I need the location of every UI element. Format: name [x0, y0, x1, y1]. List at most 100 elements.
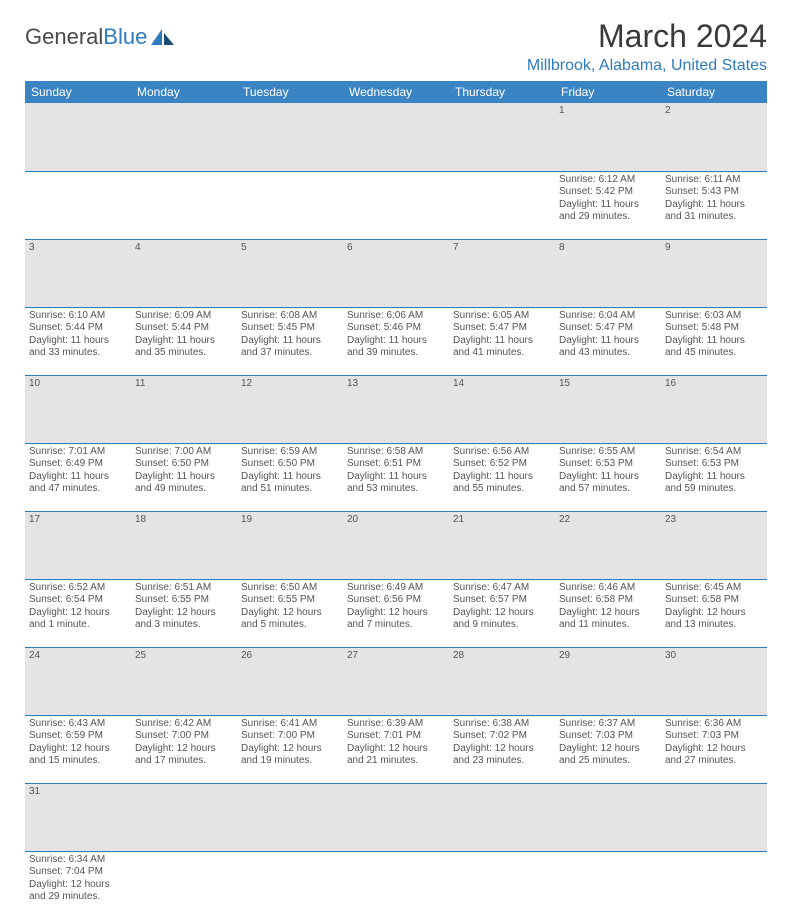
day-cell: Sunrise: 6:36 AMSunset: 7:03 PMDaylight:…: [661, 715, 767, 783]
cell-line: Sunset: 5:47 PM: [453, 322, 551, 335]
day-cell: [25, 171, 131, 239]
logo-text-b: Blue: [103, 24, 147, 50]
cell-line: Sunrise: 6:54 AM: [665, 446, 763, 459]
cell-line: Sunset: 6:53 PM: [559, 458, 657, 471]
day-cell: Sunrise: 6:55 AMSunset: 6:53 PMDaylight:…: [555, 443, 661, 511]
cell-line: Sunset: 6:59 PM: [29, 730, 127, 743]
logo: GeneralBlue: [25, 18, 176, 50]
cell-line: Daylight: 12 hours: [347, 743, 445, 756]
day-number: [25, 103, 131, 171]
cell-line: Daylight: 11 hours: [135, 335, 233, 348]
day-number: [555, 783, 661, 851]
day-number: [449, 783, 555, 851]
day-cell: Sunrise: 6:45 AMSunset: 6:58 PMDaylight:…: [661, 579, 767, 647]
cell-line: Sunset: 5:48 PM: [665, 322, 763, 335]
day-cell: Sunrise: 6:09 AMSunset: 5:44 PMDaylight:…: [131, 307, 237, 375]
cell-line: Daylight: 12 hours: [559, 607, 657, 620]
day-number: [343, 103, 449, 171]
cell-line: Sunset: 6:50 PM: [241, 458, 339, 471]
day-header: Wednesday: [343, 81, 449, 103]
cell-line: and 21 minutes.: [347, 755, 445, 768]
daynum-row: 3456789: [25, 239, 767, 307]
cell-line: Sunset: 5:46 PM: [347, 322, 445, 335]
day-cell: [343, 171, 449, 239]
cell-line: Sunset: 5:44 PM: [135, 322, 233, 335]
page-title: March 2024: [527, 18, 767, 55]
day-cell: Sunrise: 6:50 AMSunset: 6:55 PMDaylight:…: [237, 579, 343, 647]
cell-line: and 51 minutes.: [241, 483, 339, 496]
day-number: 6: [343, 239, 449, 307]
day-number: 5: [237, 239, 343, 307]
cell-line: Daylight: 11 hours: [453, 335, 551, 348]
cell-line: and 13 minutes.: [665, 619, 763, 632]
cell-line: Sunset: 6:57 PM: [453, 594, 551, 607]
cell-line: and 27 minutes.: [665, 755, 763, 768]
day-cell: [237, 171, 343, 239]
detail-row: Sunrise: 6:43 AMSunset: 6:59 PMDaylight:…: [25, 715, 767, 783]
day-cell: Sunrise: 6:39 AMSunset: 7:01 PMDaylight:…: [343, 715, 449, 783]
day-number: 18: [131, 511, 237, 579]
cell-line: Daylight: 11 hours: [29, 335, 127, 348]
day-cell: Sunrise: 7:01 AMSunset: 6:49 PMDaylight:…: [25, 443, 131, 511]
cell-line: Sunrise: 6:42 AM: [135, 718, 233, 731]
day-header-row: SundayMondayTuesdayWednesdayThursdayFrid…: [25, 81, 767, 103]
cell-line: and 25 minutes.: [559, 755, 657, 768]
cell-line: and 45 minutes.: [665, 347, 763, 360]
cell-line: Daylight: 11 hours: [241, 471, 339, 484]
day-number: 11: [131, 375, 237, 443]
calendar-table: SundayMondayTuesdayWednesdayThursdayFrid…: [25, 81, 767, 919]
cell-line: Daylight: 11 hours: [135, 471, 233, 484]
day-number: 26: [237, 647, 343, 715]
cell-line: Sunrise: 6:38 AM: [453, 718, 551, 731]
day-cell: Sunrise: 6:41 AMSunset: 7:00 PMDaylight:…: [237, 715, 343, 783]
cell-line: Sunrise: 6:05 AM: [453, 310, 551, 323]
day-number: 15: [555, 375, 661, 443]
day-cell: Sunrise: 6:58 AMSunset: 6:51 PMDaylight:…: [343, 443, 449, 511]
cell-line: Sunrise: 6:46 AM: [559, 582, 657, 595]
day-cell: Sunrise: 6:12 AMSunset: 5:42 PMDaylight:…: [555, 171, 661, 239]
cell-line: Sunset: 5:47 PM: [559, 322, 657, 335]
day-number: 24: [25, 647, 131, 715]
day-number: [449, 103, 555, 171]
cell-line: Daylight: 12 hours: [29, 607, 127, 620]
cell-line: and 19 minutes.: [241, 755, 339, 768]
cell-line: Sunrise: 6:34 AM: [29, 854, 127, 867]
day-number: 2: [661, 103, 767, 171]
cell-line: and 53 minutes.: [347, 483, 445, 496]
cell-line: Sunrise: 6:12 AM: [559, 174, 657, 187]
cell-line: and 43 minutes.: [559, 347, 657, 360]
day-cell: [131, 851, 237, 919]
cell-line: and 55 minutes.: [453, 483, 551, 496]
cell-line: and 3 minutes.: [135, 619, 233, 632]
day-cell: Sunrise: 6:52 AMSunset: 6:54 PMDaylight:…: [25, 579, 131, 647]
day-cell: [661, 851, 767, 919]
day-number: 25: [131, 647, 237, 715]
daynum-row: 17181920212223: [25, 511, 767, 579]
day-number: 1: [555, 103, 661, 171]
cell-line: Sunset: 7:00 PM: [241, 730, 339, 743]
day-cell: Sunrise: 6:03 AMSunset: 5:48 PMDaylight:…: [661, 307, 767, 375]
day-number: 8: [555, 239, 661, 307]
cell-line: Sunset: 5:45 PM: [241, 322, 339, 335]
day-number: 12: [237, 375, 343, 443]
cell-line: Daylight: 11 hours: [559, 335, 657, 348]
day-number: [131, 103, 237, 171]
cell-line: Sunrise: 6:49 AM: [347, 582, 445, 595]
day-cell: Sunrise: 6:56 AMSunset: 6:52 PMDaylight:…: [449, 443, 555, 511]
cell-line: Sunset: 6:56 PM: [347, 594, 445, 607]
cell-line: Sunrise: 6:55 AM: [559, 446, 657, 459]
cell-line: and 41 minutes.: [453, 347, 551, 360]
cell-line: Sunset: 5:42 PM: [559, 186, 657, 199]
cell-line: Daylight: 12 hours: [29, 879, 127, 892]
cell-line: and 31 minutes.: [665, 211, 763, 224]
day-number: 4: [131, 239, 237, 307]
cell-line: and 47 minutes.: [29, 483, 127, 496]
day-cell: Sunrise: 6:51 AMSunset: 6:55 PMDaylight:…: [131, 579, 237, 647]
cell-line: Sunset: 7:00 PM: [135, 730, 233, 743]
cell-line: and 1 minute.: [29, 619, 127, 632]
day-cell: Sunrise: 6:54 AMSunset: 6:53 PMDaylight:…: [661, 443, 767, 511]
cell-line: Daylight: 11 hours: [559, 199, 657, 212]
cell-line: Sunrise: 6:58 AM: [347, 446, 445, 459]
cell-line: Sunrise: 6:37 AM: [559, 718, 657, 731]
day-number: [343, 783, 449, 851]
